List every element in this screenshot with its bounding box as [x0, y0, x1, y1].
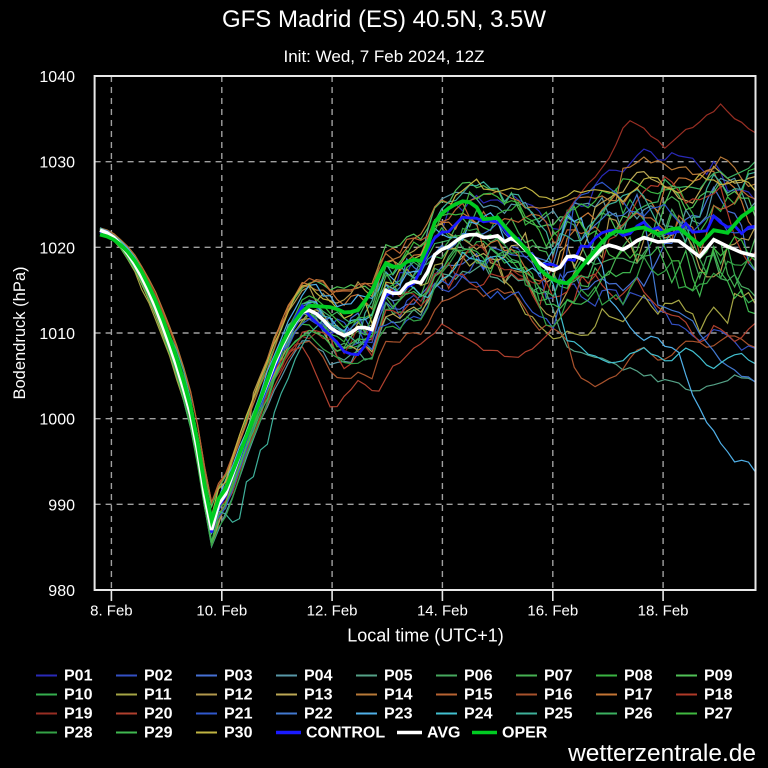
svg-text:P18: P18 [704, 687, 733, 704]
svg-text:P25: P25 [544, 706, 573, 723]
svg-text:P28: P28 [64, 725, 93, 742]
svg-text:P04: P04 [304, 668, 333, 685]
svg-text:GFS Madrid (ES) 40.5N, 3.5W: GFS Madrid (ES) 40.5N, 3.5W [222, 6, 546, 33]
svg-text:P15: P15 [464, 687, 493, 704]
svg-text:1040: 1040 [39, 69, 75, 86]
svg-text:P03: P03 [224, 668, 253, 685]
svg-text:16. Feb: 16. Feb [527, 602, 578, 619]
svg-text:14. Feb: 14. Feb [417, 602, 468, 619]
svg-text:P17: P17 [624, 687, 653, 704]
svg-text:12. Feb: 12. Feb [307, 602, 358, 619]
svg-text:10. Feb: 10. Feb [196, 602, 247, 619]
svg-text:P10: P10 [64, 687, 93, 704]
svg-text:P09: P09 [704, 668, 733, 685]
svg-text:P30: P30 [224, 725, 253, 742]
svg-text:CONTROL: CONTROL [306, 725, 385, 742]
svg-text:wetterzentrale.de: wetterzentrale.de [567, 740, 756, 767]
svg-text:P29: P29 [144, 725, 173, 742]
svg-text:P14: P14 [384, 687, 413, 704]
svg-text:P16: P16 [544, 687, 573, 704]
svg-text:P12: P12 [224, 687, 253, 704]
svg-text:18. Feb: 18. Feb [638, 602, 689, 619]
svg-text:1030: 1030 [39, 155, 75, 172]
svg-text:P08: P08 [624, 668, 653, 685]
svg-text:1010: 1010 [39, 326, 75, 343]
svg-text:P23: P23 [384, 706, 413, 723]
svg-text:8. Feb: 8. Feb [90, 602, 133, 619]
svg-text:P01: P01 [64, 668, 93, 685]
svg-text:P06: P06 [464, 668, 493, 685]
svg-text:P13: P13 [304, 687, 333, 704]
svg-text:P05: P05 [384, 668, 413, 685]
svg-text:P24: P24 [464, 706, 493, 723]
svg-text:P07: P07 [544, 668, 573, 685]
svg-text:P26: P26 [624, 706, 653, 723]
svg-text:1020: 1020 [39, 240, 75, 257]
svg-text:990: 990 [48, 497, 75, 514]
svg-text:OPER: OPER [502, 725, 548, 742]
svg-text:Init: Wed, 7 Feb 2024, 12Z: Init: Wed, 7 Feb 2024, 12Z [284, 47, 485, 66]
svg-text:P11: P11 [144, 687, 172, 704]
svg-text:Bodendruck (hPa): Bodendruck (hPa) [11, 267, 29, 400]
svg-text:980: 980 [48, 583, 75, 600]
svg-text:Local time (UTC+1): Local time (UTC+1) [347, 626, 504, 646]
svg-text:1000: 1000 [39, 412, 75, 429]
svg-text:P19: P19 [64, 706, 93, 723]
svg-text:P02: P02 [144, 668, 173, 685]
svg-text:P22: P22 [304, 706, 333, 723]
svg-text:AVG: AVG [427, 725, 460, 742]
svg-text:P27: P27 [704, 706, 733, 723]
svg-text:P21: P21 [224, 706, 253, 723]
svg-text:P20: P20 [144, 706, 173, 723]
